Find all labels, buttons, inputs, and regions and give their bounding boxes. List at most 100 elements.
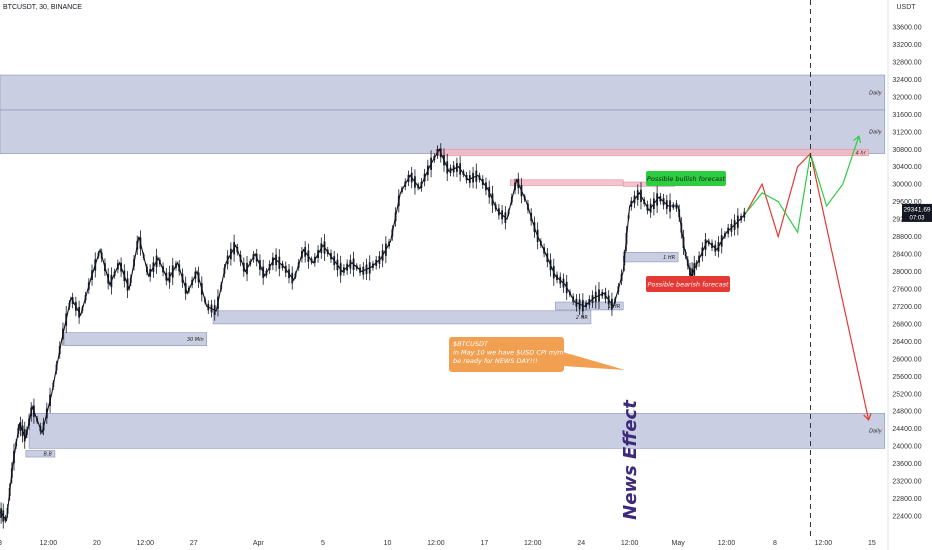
bearish-callout-text: Possible bearish forecast xyxy=(647,281,729,289)
candle-body xyxy=(242,262,245,272)
candle-body xyxy=(294,273,297,277)
candle-body xyxy=(401,188,403,192)
candle-body xyxy=(727,227,730,234)
candle-body xyxy=(617,286,620,292)
demand-zone xyxy=(212,310,592,325)
candle-body xyxy=(188,287,190,292)
candle-body xyxy=(714,244,717,252)
candle-body xyxy=(194,271,197,279)
candle-body xyxy=(268,264,271,271)
x-tick-label: 17 xyxy=(480,540,488,547)
candle-body xyxy=(129,277,132,283)
candle-body xyxy=(497,208,500,216)
news-callout-box xyxy=(449,337,564,372)
candle-body xyxy=(684,251,687,257)
bearish-callout-box xyxy=(646,276,730,292)
candle-body xyxy=(181,273,184,283)
candle-body xyxy=(625,233,628,245)
candle-body xyxy=(630,200,633,207)
y-tick-label: 32800.00 xyxy=(892,59,921,66)
candle-body xyxy=(349,259,352,269)
candle-body xyxy=(365,264,368,275)
candle-body xyxy=(375,259,378,266)
candle-body xyxy=(604,292,607,300)
zone-label: Daily xyxy=(869,130,883,136)
candle-body xyxy=(362,266,365,275)
candle-body xyxy=(333,256,336,265)
candle-body xyxy=(317,250,319,258)
demand-zone xyxy=(64,332,207,347)
price-badge: 29341.69 07:03 xyxy=(902,203,932,222)
candle-body xyxy=(107,273,110,284)
candle-body xyxy=(449,167,452,173)
candle-body xyxy=(110,274,113,288)
candle-body xyxy=(659,196,662,202)
x-tick-label: 12:00 xyxy=(621,540,639,547)
news-effect-label: News Effect xyxy=(620,399,641,520)
x-tick-label: 12:00 xyxy=(815,540,833,547)
candle-body xyxy=(468,175,471,184)
x-tick-label: 27 xyxy=(190,540,198,547)
zone-label: Daily xyxy=(869,90,883,96)
candle-body xyxy=(523,196,526,200)
candle-body xyxy=(265,270,268,276)
candle-body xyxy=(297,262,300,268)
candle-body xyxy=(339,263,342,276)
candle-body xyxy=(372,263,374,268)
zone-label: 30 Min xyxy=(187,337,204,343)
y-tick-label: 25600.00 xyxy=(892,374,921,381)
candle-body xyxy=(26,429,28,435)
candle-body xyxy=(381,250,384,261)
candle-body xyxy=(598,289,600,302)
y-tick-label: 22400.00 xyxy=(892,514,921,521)
candle-body xyxy=(239,254,242,262)
price-axis[interactable]: 33600.00 33200.00 32800.00 32400.00 32000.00… xyxy=(892,25,921,521)
candle-body xyxy=(520,185,523,197)
candle-body xyxy=(536,229,539,242)
candle-body xyxy=(71,297,74,305)
time-axis[interactable]: 3 12:00 20 12:00 27 Apr 5 10 12:00 17 12:00 24 12:00… xyxy=(0,540,876,547)
candle-body xyxy=(384,243,387,256)
x-tick-label: 12:00 xyxy=(40,540,58,547)
candle-body xyxy=(323,241,326,254)
candle-body xyxy=(549,259,552,271)
candle-body xyxy=(478,175,481,180)
candle-body xyxy=(462,171,465,176)
news-callout-pointer xyxy=(563,352,625,370)
candle-body xyxy=(562,278,565,288)
news-callout-line: $BTCUSDT xyxy=(453,340,489,348)
candle-body xyxy=(139,237,142,249)
candle-body xyxy=(104,263,106,272)
candle-body xyxy=(171,265,174,278)
demand-zone xyxy=(25,450,56,458)
x-tick-label: 12:00 xyxy=(524,540,542,547)
candle-body xyxy=(740,216,742,221)
candle-body xyxy=(623,255,626,266)
candle-body xyxy=(491,193,494,206)
candle-body xyxy=(682,236,685,249)
candle-body xyxy=(78,307,81,318)
candle-body xyxy=(33,405,35,417)
candle-body xyxy=(627,215,630,219)
callouts-layer: Possible bullish forecast Possible bearis… xyxy=(449,171,730,520)
candle-body xyxy=(152,262,155,272)
candle-body xyxy=(30,407,33,417)
candle-body xyxy=(133,259,135,267)
candle-body xyxy=(701,247,704,257)
candle-body xyxy=(146,266,148,272)
candle-body xyxy=(672,204,675,208)
candle-body xyxy=(175,263,177,268)
price-path xyxy=(0,143,747,529)
x-tick-label: May xyxy=(671,540,685,547)
candle-body xyxy=(4,517,7,521)
candle-body xyxy=(2,510,5,522)
demand-zone xyxy=(0,74,886,111)
candle-body xyxy=(6,507,9,514)
y-tick-label: 23600.00 xyxy=(892,461,921,468)
candle-body xyxy=(359,267,361,273)
candle-body xyxy=(204,298,206,303)
candle-body xyxy=(517,178,520,189)
candle-body xyxy=(452,165,455,173)
candle-body xyxy=(49,394,51,406)
